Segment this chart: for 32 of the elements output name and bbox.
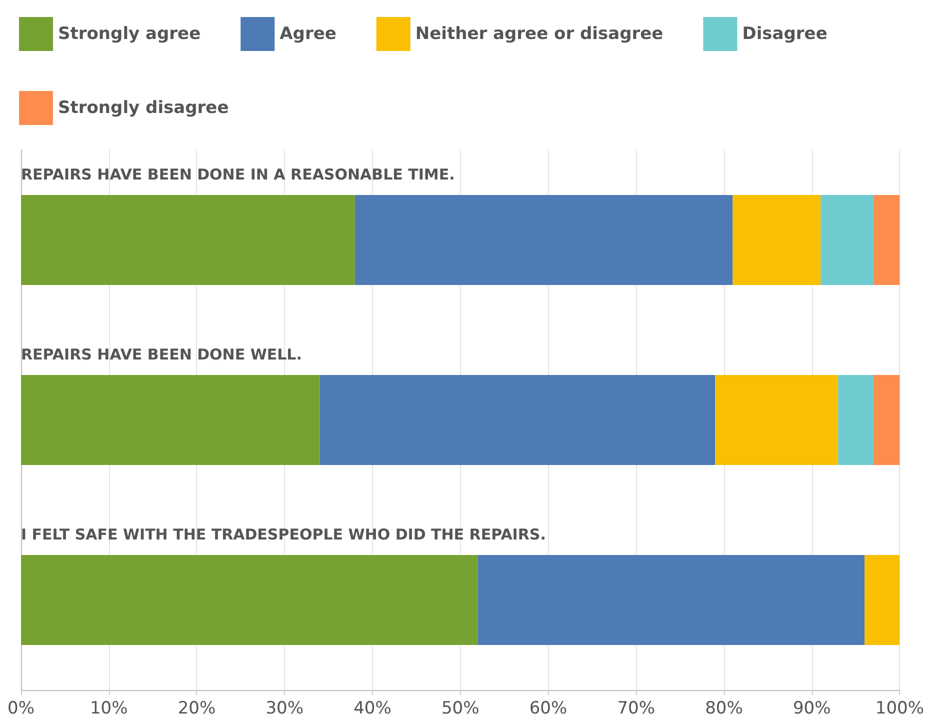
bar (838, 375, 874, 465)
x-tick-label: 100% (875, 698, 924, 718)
x-tick-label: 90% (792, 698, 831, 718)
bar (21, 195, 355, 285)
legend-label: Strongly agree (58, 24, 201, 44)
x-tick-label: 0% (8, 698, 34, 718)
y-tick-label: REPAIRS HAVE BEEN DONE IN A REASONABLE TIME. (21, 166, 455, 184)
x-tick-label: 10% (90, 698, 128, 718)
x-tick-label: 30% (266, 698, 304, 718)
y-tick-label: REPAIRS HAVE BEEN DONE WELL. (21, 346, 302, 364)
bar (354, 195, 733, 285)
bar (732, 195, 821, 285)
bar (873, 375, 900, 465)
x-tick-label: 60% (529, 698, 568, 718)
bar (21, 375, 320, 465)
x-tick-label: 70% (617, 698, 655, 718)
legend-label: Strongly disagree (58, 98, 229, 118)
bar (864, 555, 900, 645)
bar (478, 555, 865, 645)
bar (820, 195, 874, 285)
bar (21, 555, 478, 645)
bar (715, 375, 838, 465)
x-tick-label: 50% (441, 698, 480, 718)
x-tick-label: 20% (178, 698, 216, 718)
bar (873, 195, 900, 285)
legend-label: Disagree (742, 24, 828, 44)
legend-label: Agree (280, 24, 336, 44)
legend-label: Neither agree or disagree (415, 24, 664, 44)
x-tick-label: 80% (705, 698, 743, 718)
bar (320, 375, 716, 465)
x-tick-label: 40% (354, 698, 392, 718)
y-tick-label: I FELT SAFE WITH THE TRADESPEOPLE WHO DID THE REPAIRS. (21, 526, 546, 544)
